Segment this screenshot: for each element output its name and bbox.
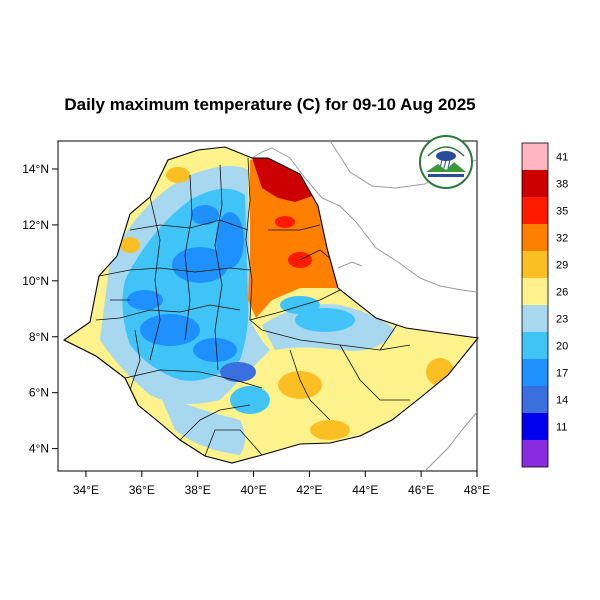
x-tick-label: 44°E [352, 483, 378, 497]
map-title: Daily maximum temperature (C) for 09-10 … [64, 95, 475, 114]
y-tick-label: 14°N [22, 162, 49, 176]
colorbar-label: 23 [556, 314, 568, 326]
colorbar-swatch [522, 305, 548, 332]
y-tick-label: 8°N [29, 330, 49, 344]
colorbar-swatch [522, 413, 548, 440]
colorbar-label: 14 [556, 395, 568, 407]
colorbar-swatch [522, 170, 548, 197]
colorbar-frame [521, 142, 549, 468]
colorbar-label: 41 [556, 152, 568, 164]
colorbar-label: 38 [556, 179, 568, 191]
colorbar-swatch [522, 332, 548, 359]
colorbar-swatch [522, 251, 548, 278]
y-tick-label: 6°N [29, 386, 49, 400]
x-axis: 34°E 36°E 38°E 40°E 42°E 44°E 46°E 48°E [73, 471, 490, 497]
colorbar-label: 17 [556, 368, 568, 380]
colorbar-swatch [522, 359, 548, 386]
colorbar-label: 20 [556, 341, 568, 353]
colorbar-label: 11 [556, 422, 567, 434]
y-tick-label: 10°N [22, 274, 49, 288]
x-tick-label: 48°E [464, 483, 490, 497]
colorbar-swatch [522, 143, 548, 170]
agency-logo [419, 135, 473, 189]
x-tick-label: 36°E [129, 483, 155, 497]
colorbar-label: 32 [556, 233, 568, 245]
admin-boundaries [95, 157, 421, 457]
colorbar-label: 26 [556, 287, 568, 299]
y-axis: 4°N 6°N 8°N 10°N 12°N 14°N [22, 162, 58, 456]
colorbar-swatch [522, 278, 548, 305]
colorbar-swatch [522, 386, 548, 413]
x-tick-label: 40°E [240, 483, 266, 497]
colorbar-swatch [522, 224, 548, 251]
x-tick-label: 46°E [408, 483, 434, 497]
x-tick-label: 34°E [73, 483, 99, 497]
y-tick-label: 12°N [22, 218, 49, 232]
x-tick-label: 42°E [296, 483, 322, 497]
y-tick-label: 4°N [29, 442, 49, 456]
x-tick-label: 38°E [185, 483, 211, 497]
colorbar-swatch [522, 197, 548, 224]
colorbar-label: 35 [556, 206, 568, 218]
colorbar-label: 29 [556, 260, 568, 272]
colorbar-swatch [522, 440, 548, 467]
colorbar: 41 38 35 32 29 26 23 20 17 14 11 [521, 142, 568, 468]
